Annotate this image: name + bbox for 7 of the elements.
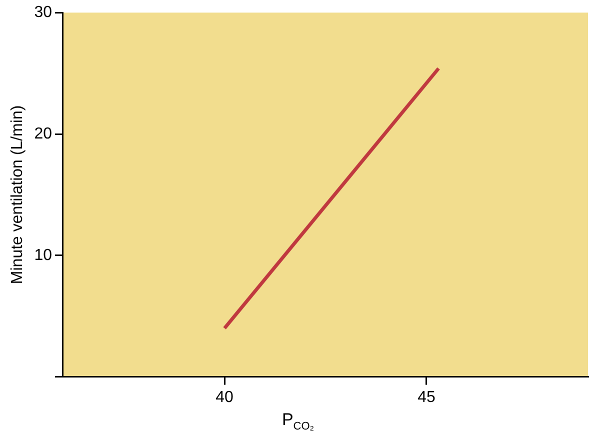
x-tick-label: 45	[418, 388, 436, 406]
x-tick-label: 40	[216, 388, 234, 406]
y-tick-label: 10	[34, 246, 52, 264]
y-tick-label: 20	[34, 125, 52, 142]
y-tick-label: 30	[34, 4, 52, 22]
y-axis-title: Minute ventilation (L/min)	[9, 105, 26, 284]
x-axis-title: P$_{CO₂}$	[280, 410, 316, 432]
